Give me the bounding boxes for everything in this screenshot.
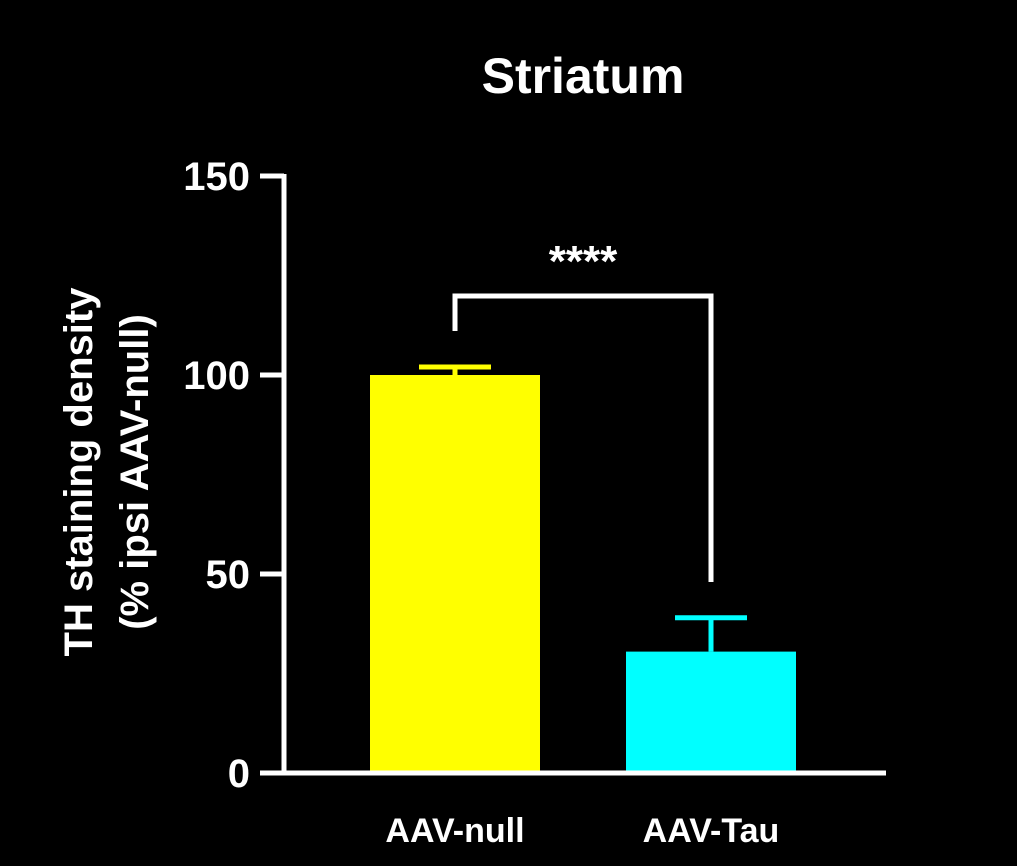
y-axis-label-line2: (% ipsi AAV-null) [113,314,157,630]
significance-label: **** [549,237,618,286]
y-axis-label: TH staining density (% ipsi AAV-null) [57,287,157,657]
x-category-label: AAV-null [385,812,524,850]
chart-title: Striatum [482,48,685,104]
plot-area: 0 50 100 150 AAV-null AAV-Tau **** [183,155,886,850]
y-tick-label: 100 [183,354,250,398]
bar-aav-null [370,375,540,773]
bar-aav-tau [626,651,796,773]
y-tick-label: 150 [183,155,250,199]
y-tick-label: 50 [206,553,251,597]
significance-bracket [452,293,714,582]
x-category-label: AAV-Tau [643,812,780,850]
y-tick-label: 0 [228,752,250,796]
y-axis-label-line1: TH staining density [57,287,101,657]
